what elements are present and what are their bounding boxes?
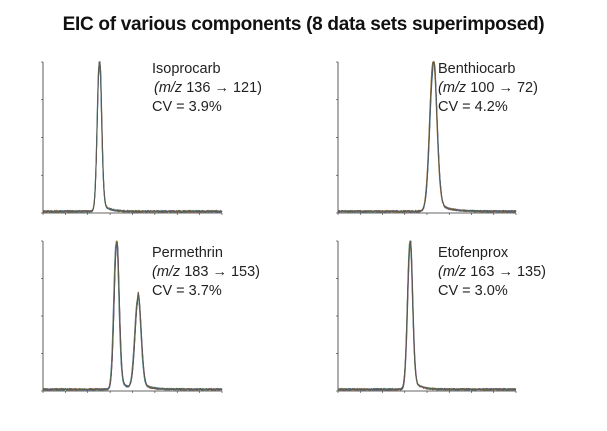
label-permethrin: Permethrin (m/z 183 → 153) CV = 3.7%	[152, 244, 260, 301]
ion-transition: (m/z 183 → 153)	[152, 264, 260, 280]
cv-value: CV = 3.0%	[438, 283, 508, 299]
ion-transition: (m/z 136 → 121)	[154, 80, 262, 96]
ion-transition: (m/z 163 → 135)	[438, 264, 546, 280]
chart-panel-permethrin	[41, 240, 223, 393]
compound-name: Benthiocarb	[438, 61, 516, 77]
trace-8	[42, 240, 223, 392]
label-benthiocarb: Benthiocarb (m/z 100 → 72) CV = 4.2%	[438, 60, 538, 117]
label-etofenprox: Etofenprox (m/z 163 → 135) CV = 3.0%	[438, 244, 546, 301]
chart-panel-isoprocarb	[41, 60, 223, 215]
page-title: EIC of various components (8 data sets s…	[62, 14, 545, 35]
ion-transition: (m/z 100 → 72)	[438, 80, 538, 96]
trace-8	[337, 61, 517, 214]
trace-8	[337, 240, 517, 391]
cv-value: CV = 4.2%	[438, 99, 508, 115]
compound-name: Isoprocarb	[152, 61, 221, 77]
label-isoprocarb: Isoprocarb (m/z 136 → 121) CV = 3.9%	[152, 60, 262, 117]
cv-value: CV = 3.7%	[152, 283, 222, 299]
chart-panel-etofenprox	[336, 240, 517, 393]
cv-value: CV = 3.9%	[152, 99, 222, 115]
compound-name: Permethrin	[152, 245, 223, 261]
trace-8	[42, 61, 223, 213]
chart-panel-benthiocarb	[336, 60, 517, 215]
compound-name: Etofenprox	[438, 245, 509, 261]
